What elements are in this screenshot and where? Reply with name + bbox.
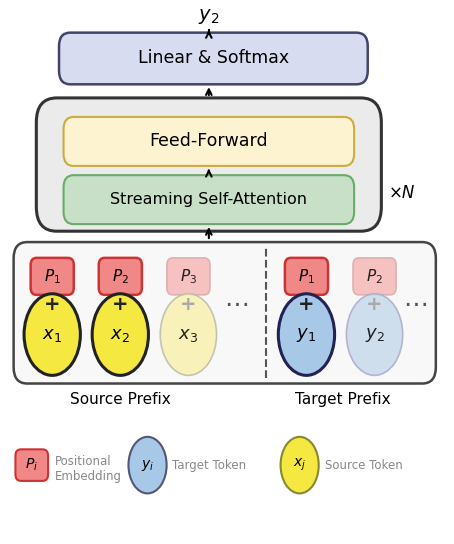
Text: +: + [298,295,315,314]
FancyBboxPatch shape [59,33,368,84]
Ellipse shape [278,294,335,375]
Text: $P_1$: $P_1$ [298,267,315,286]
Text: $y_1$: $y_1$ [296,325,316,344]
Ellipse shape [281,437,319,493]
Ellipse shape [160,294,217,375]
Text: Source Token: Source Token [325,459,402,472]
Text: Target Token: Target Token [172,459,246,472]
Text: $y_i$: $y_i$ [141,458,154,473]
Text: $x_j$: $x_j$ [293,457,306,473]
Text: +: + [112,295,128,314]
Text: $y_2$: $y_2$ [365,325,385,344]
Text: $x_3$: $x_3$ [178,325,198,344]
Text: $P_3$: $P_3$ [180,267,197,286]
Text: ⋯: ⋯ [224,293,250,317]
FancyBboxPatch shape [36,98,381,231]
Text: Positional
Embedding: Positional Embedding [54,455,122,483]
Ellipse shape [128,437,167,493]
Text: +: + [180,295,197,314]
Text: $y_2$: $y_2$ [198,7,219,26]
FancyBboxPatch shape [14,242,436,384]
Text: +: + [366,295,383,314]
Text: $x_2$: $x_2$ [110,325,130,344]
Text: $P_2$: $P_2$ [366,267,383,286]
FancyBboxPatch shape [167,258,210,295]
FancyBboxPatch shape [64,175,354,224]
Text: ⋯: ⋯ [403,293,429,317]
Ellipse shape [92,294,148,375]
FancyBboxPatch shape [15,449,48,481]
Text: $P_1$: $P_1$ [44,267,61,286]
FancyBboxPatch shape [64,117,354,166]
Text: Feed-Forward: Feed-Forward [149,132,268,151]
Ellipse shape [346,294,403,375]
Text: $P_2$: $P_2$ [112,267,129,286]
Text: ×N: ×N [389,184,415,202]
Text: $P_i$: $P_i$ [25,457,38,473]
Text: Source Prefix: Source Prefix [70,392,171,407]
FancyBboxPatch shape [99,258,142,295]
FancyBboxPatch shape [31,258,74,295]
Text: +: + [44,295,60,314]
FancyBboxPatch shape [285,258,328,295]
Text: Target Prefix: Target Prefix [295,392,390,407]
Text: Streaming Self-Attention: Streaming Self-Attention [110,192,307,207]
Text: $x_1$: $x_1$ [42,325,62,344]
FancyBboxPatch shape [353,258,396,295]
Text: Linear & Softmax: Linear & Softmax [138,50,289,67]
Ellipse shape [24,294,80,375]
